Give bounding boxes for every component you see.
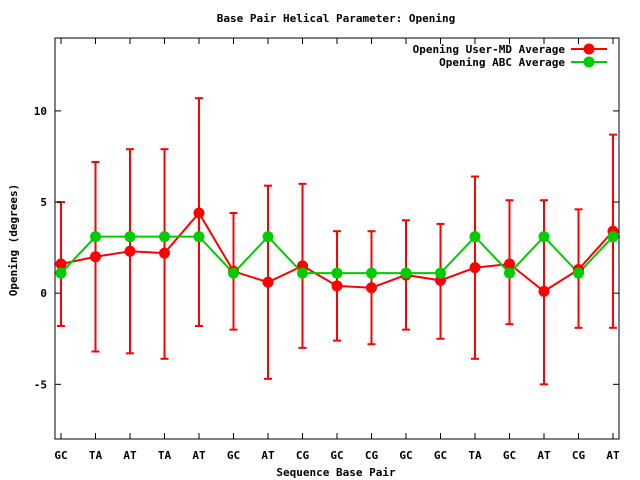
y-tick-label: 10 [34, 105, 47, 118]
x-tick-label: GC [434, 449, 447, 462]
x-tick-label: AT [537, 449, 551, 462]
y-tick-label: 0 [40, 287, 47, 300]
chart-title: Base Pair Helical Parameter: Opening [217, 12, 455, 25]
abc-point [331, 267, 343, 279]
x-tick-label: TA [468, 449, 482, 462]
x-tick-label: TA [89, 449, 103, 462]
x-tick-label: AT [123, 449, 137, 462]
user-md-point [366, 282, 377, 294]
x-tick-label: GC [227, 449, 240, 462]
abc-point [124, 231, 136, 243]
legend-label: Opening ABC Average [439, 56, 565, 69]
abc-point [538, 231, 550, 243]
user-md-point [469, 262, 481, 274]
x-tick-label: CG [572, 449, 586, 462]
abc-point [55, 267, 67, 279]
user-md-point [159, 247, 170, 259]
abc-point [297, 267, 308, 279]
x-tick-label: AT [606, 449, 620, 462]
legend-label: Opening User-MD Average [413, 43, 566, 56]
y-axis-label: Opening (degrees) [7, 184, 20, 297]
x-tick-label: CG [365, 449, 379, 462]
user-md-point [538, 285, 550, 297]
user-md-point [504, 258, 515, 270]
x-axis-label: Sequence Base Pair [276, 466, 396, 479]
legend-marker [583, 56, 595, 68]
user-md-point [331, 280, 343, 292]
x-tick-label: GC [54, 449, 67, 462]
x-tick-label: AT [192, 449, 206, 462]
user-md-point [90, 251, 101, 263]
y-tick-label: 5 [40, 196, 47, 209]
abc-point [262, 231, 274, 243]
legend-marker [583, 43, 595, 55]
abc-point [366, 267, 377, 279]
x-tick-label: TA [158, 449, 172, 462]
x-tick-label: AT [261, 449, 275, 462]
user-md-point [124, 245, 136, 257]
abc-point [400, 267, 412, 279]
x-tick-label: GC [503, 449, 516, 462]
abc-point [469, 231, 481, 243]
abc-point [228, 267, 239, 279]
x-tick-label: CG [296, 449, 310, 462]
x-tick-label: GC [399, 449, 412, 462]
abc-point [159, 231, 170, 243]
y-tick-label: -5 [34, 378, 47, 391]
abc-point [504, 267, 515, 279]
user-md-point [262, 276, 274, 288]
user-md-point [193, 207, 205, 219]
abc-point [435, 267, 446, 279]
x-tick-label: GC [330, 449, 343, 462]
user-md-point [55, 258, 67, 270]
abc-point [193, 231, 205, 243]
abc-point [607, 231, 619, 243]
abc-point [573, 267, 584, 279]
abc-point [90, 231, 101, 243]
